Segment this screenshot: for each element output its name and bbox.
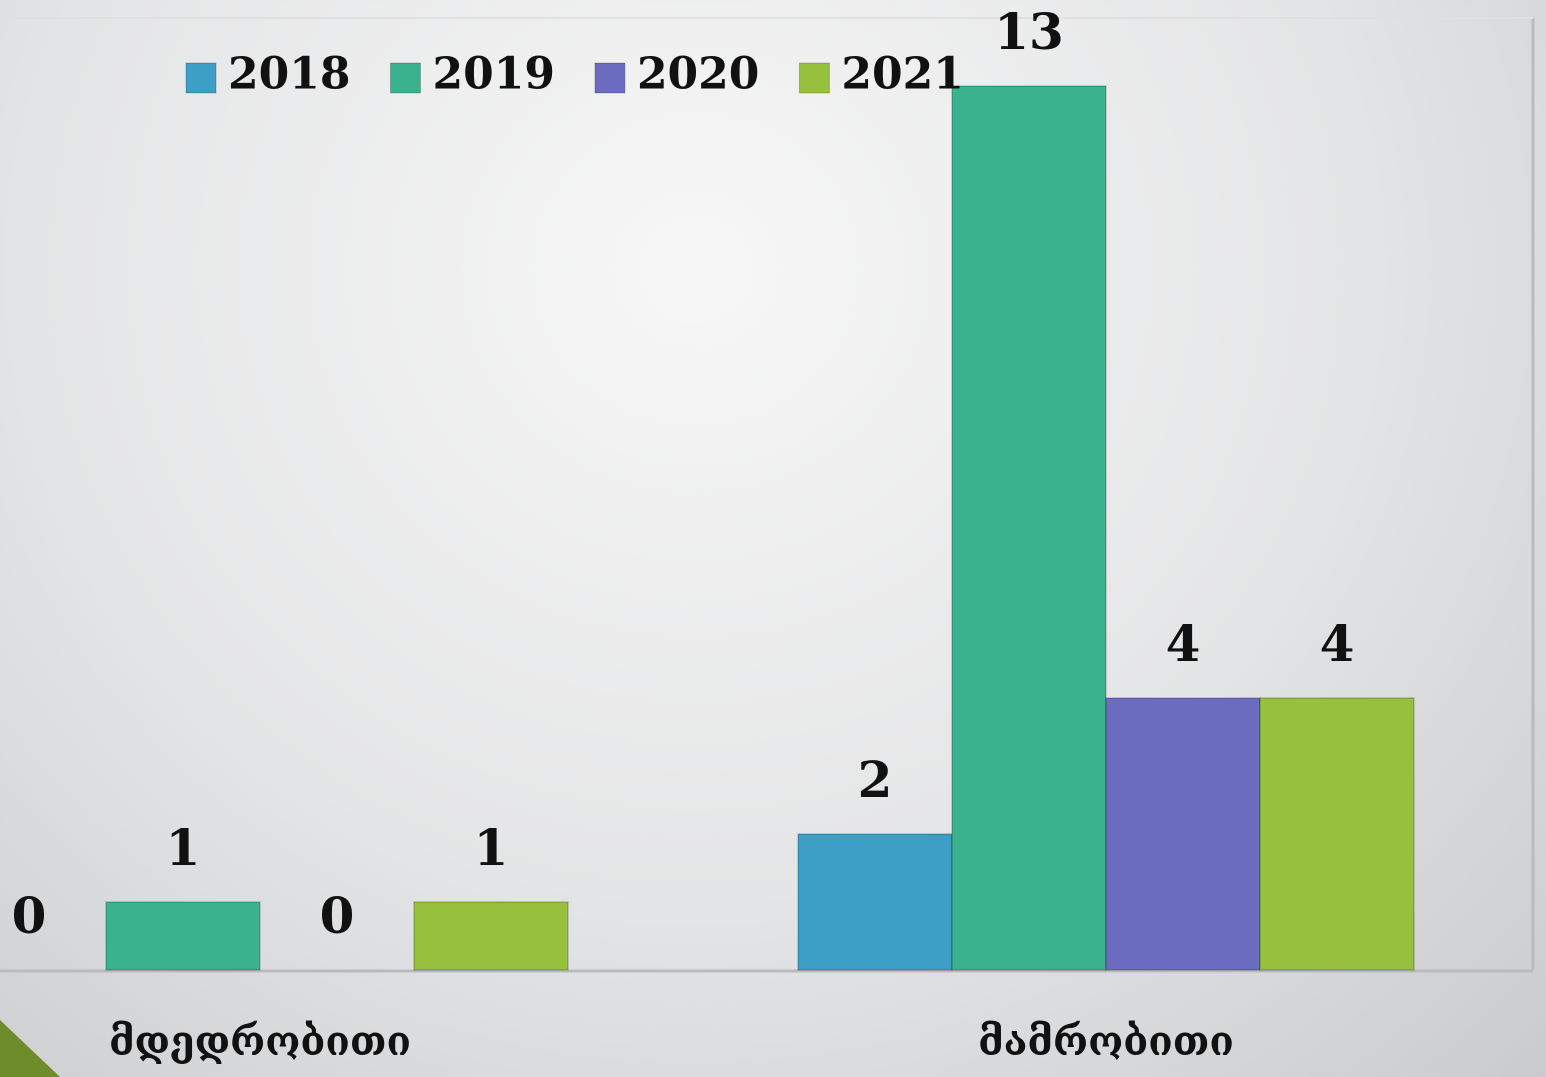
data-label: 0 [12,886,47,945]
data-label: 1 [474,818,509,877]
legend-swatch [389,62,421,94]
data-label: 2 [858,750,893,809]
bar [1105,697,1261,971]
legend-swatch [798,62,830,94]
data-label: 1 [166,818,201,877]
legend-label: 2019 [432,49,554,100]
legend-swatch [185,62,217,94]
bar [105,901,261,971]
corner-decoration [0,1020,60,1077]
data-label: 4 [1320,614,1355,673]
data-label: 13 [994,2,1064,61]
legend-swatch [594,62,626,94]
bar [413,901,569,971]
bar [797,833,953,971]
x-tick-label: მდედრობითი [109,1018,411,1065]
legend-label: 2020 [637,49,759,100]
bar [1259,697,1415,971]
data-label: 4 [1166,614,1201,673]
legend-label: 2018 [228,49,350,100]
legend-label: 2021 [841,49,963,100]
data-label: 0 [320,886,355,945]
bar [951,85,1107,971]
x-tick-label: მამრობითი [978,1018,1234,1065]
